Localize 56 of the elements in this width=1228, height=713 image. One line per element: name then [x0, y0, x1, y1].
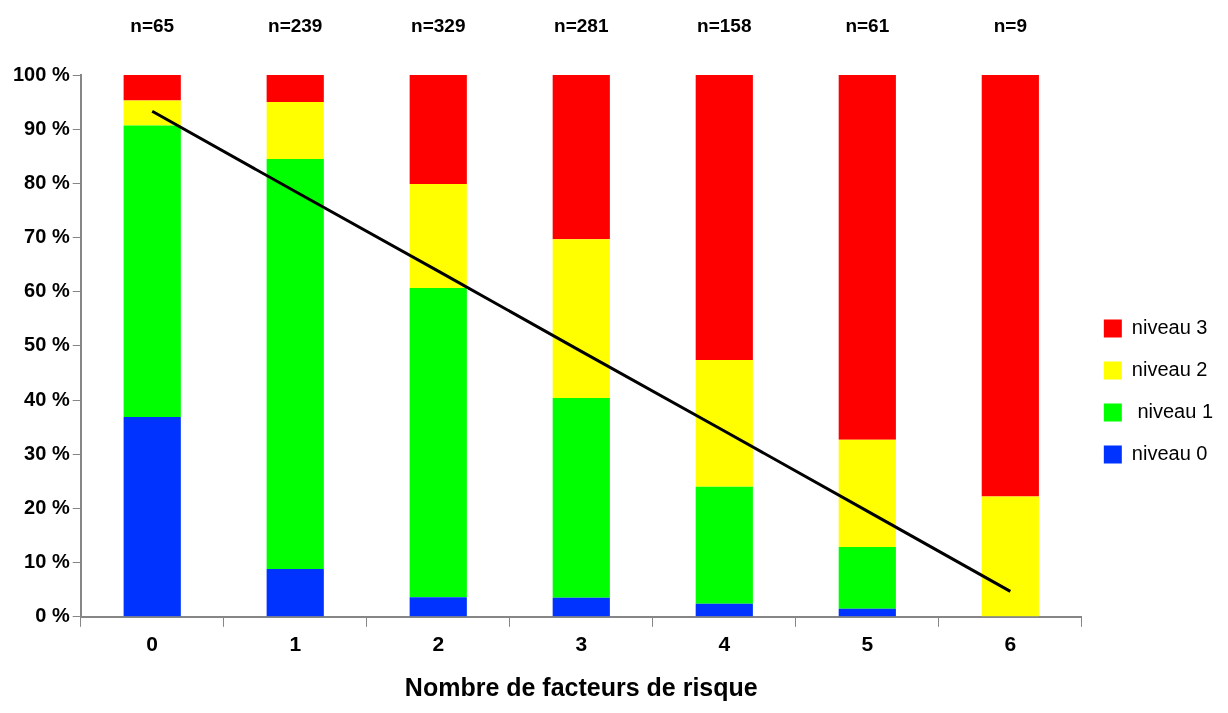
bar [838, 75, 896, 440]
bar [266, 569, 324, 617]
bar [981, 75, 1039, 497]
bar [409, 75, 467, 184]
text: n=65 [130, 15, 175, 37]
bar [838, 608, 896, 617]
bar [695, 359, 753, 487]
bar [838, 546, 896, 609]
bar [409, 287, 467, 598]
x-tick-label: 6 [1004, 632, 1017, 656]
y-tick-label: 90 % [24, 116, 70, 139]
bar [266, 102, 324, 159]
x-tick-label: 5 [861, 632, 874, 656]
y-tick-label: 30 % [24, 441, 70, 464]
text: n=9 [993, 15, 1027, 37]
legend-label: niveau 0 [1131, 442, 1208, 465]
x-tick-label: 0 [146, 632, 159, 656]
legend-label: niveau 2 [1131, 358, 1208, 381]
text: n=158 [697, 15, 752, 37]
bar [552, 597, 610, 617]
text: n=239 [268, 15, 323, 37]
x-axis-title: Nombre de facteurs de risque [404, 672, 758, 701]
y-tick-label: 60 % [24, 279, 70, 302]
bar [695, 75, 753, 360]
text: n=61 [845, 15, 890, 37]
bar [838, 439, 896, 547]
bar [409, 183, 467, 288]
y-tick-label: 50 % [24, 333, 70, 356]
x-tick-label: 1 [289, 632, 302, 656]
bar [552, 239, 610, 398]
bar [266, 158, 324, 570]
y-tick-label: 80 % [24, 170, 70, 193]
bar [123, 416, 181, 617]
x-tick-label: 2 [432, 632, 445, 656]
y-tick-label: 100 % [12, 62, 70, 85]
y-tick-label: 10 % [24, 550, 70, 573]
legend-label: niveau 3 [1131, 316, 1208, 339]
text: n=281 [554, 15, 609, 37]
x-tick-label: 4 [718, 632, 731, 656]
y-tick-label: 70 % [24, 225, 70, 248]
bar [123, 125, 181, 417]
bar [123, 100, 181, 126]
bar [266, 75, 324, 103]
bar [552, 397, 610, 598]
y-tick-label: 20 % [24, 495, 70, 518]
bar [409, 597, 467, 617]
bar [552, 75, 610, 240]
x-tick-label: 3 [575, 632, 588, 656]
bar [695, 603, 753, 617]
bar [695, 486, 753, 604]
text: n=329 [411, 15, 466, 37]
y-tick-label: 0 % [35, 604, 70, 627]
legend-label: niveau 1 [1131, 400, 1213, 423]
bar [123, 75, 181, 101]
bar [981, 496, 1039, 617]
y-tick-label: 40 % [24, 387, 70, 410]
